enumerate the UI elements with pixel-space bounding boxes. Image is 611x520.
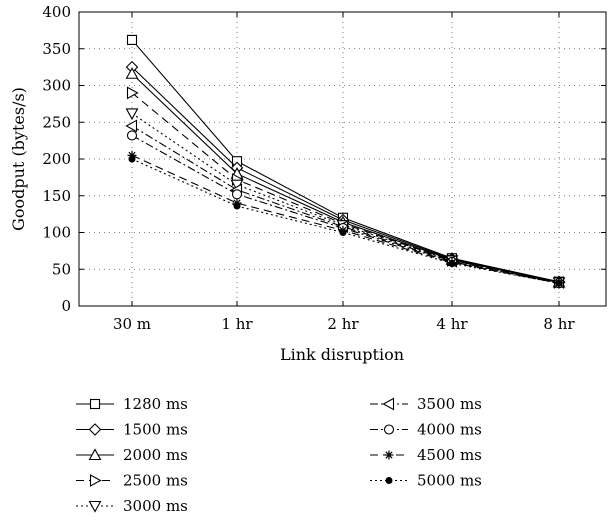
data-point: [126, 86, 139, 100]
asterisk-stroke: [385, 451, 393, 459]
legend-marker: [88, 448, 102, 461]
data-point: [125, 67, 139, 79]
legend-label: 4500 ms: [417, 446, 482, 464]
data-point: [233, 202, 241, 210]
y-tick-label: 250: [42, 113, 71, 131]
legend-label: 5000 ms: [417, 472, 482, 490]
data-point: [125, 108, 139, 121]
x-tick-label: 30 m: [113, 315, 151, 333]
series-line: [131, 158, 560, 284]
series-line: [131, 112, 560, 284]
legend-marker: [88, 423, 102, 436]
legend: 1280 ms 1500 ms 2000 ms 2500 ms 3000 ms 3500 …: [76, 395, 482, 515]
grid-layer: [79, 12, 606, 306]
data-point: [555, 279, 563, 287]
data-point: [125, 119, 138, 133]
y-axis-title: Goodput (bytes/s): [9, 87, 28, 231]
data-point: [126, 130, 138, 141]
x-tick-label: 4 hr: [436, 315, 468, 333]
y-tick-label: 150: [42, 187, 71, 205]
x-axis-title: Link disruption: [280, 345, 404, 364]
data-point: [339, 229, 347, 236]
series-layer: [125, 34, 566, 290]
legend-label: 3000 ms: [123, 497, 188, 515]
legend-label: 4000 ms: [417, 421, 482, 439]
legend-label: 3500 ms: [417, 395, 482, 413]
legend-label: 2500 ms: [123, 472, 188, 490]
data-point: [448, 259, 456, 267]
x-tick-label: 1 hr: [221, 315, 253, 333]
series-line: [131, 135, 560, 284]
y-tick-label: 350: [42, 40, 71, 58]
y-tick-label: 400: [42, 3, 71, 21]
plot-frame: [78, 11, 607, 307]
series-line: [131, 125, 560, 284]
data-point: [231, 189, 243, 200]
legend-marker: [385, 477, 393, 484]
legend-marker: [382, 397, 395, 411]
y-tick-label: 200: [42, 150, 71, 168]
legend-marker: [89, 474, 102, 487]
y-tick-label: 0: [61, 297, 71, 315]
data-point: [126, 34, 138, 45]
legend-label: 1280 ms: [123, 395, 188, 413]
x-tick-label: 2 hr: [327, 315, 359, 333]
legend-label: 2000 ms: [123, 446, 188, 464]
data-point: [128, 155, 136, 163]
legend-marker: [384, 450, 394, 460]
x-tick-label: 8 hr: [543, 315, 575, 333]
series-line: [131, 73, 560, 284]
legend-marker: [89, 398, 101, 410]
y-tick-label: 50: [52, 260, 71, 278]
legend-marker: [383, 424, 395, 435]
legend-label: 1500 ms: [123, 421, 188, 439]
y-tick-label: 300: [42, 77, 71, 95]
series-line: [131, 39, 560, 283]
y-tick-label: 100: [42, 224, 71, 242]
legend-marker: [88, 500, 102, 513]
series-line: [131, 66, 560, 283]
axis-layer: 0 50 100 150 200 250 300 350 400 30 m 1 hr 2 hr 4 hr…: [42, 3, 606, 333]
